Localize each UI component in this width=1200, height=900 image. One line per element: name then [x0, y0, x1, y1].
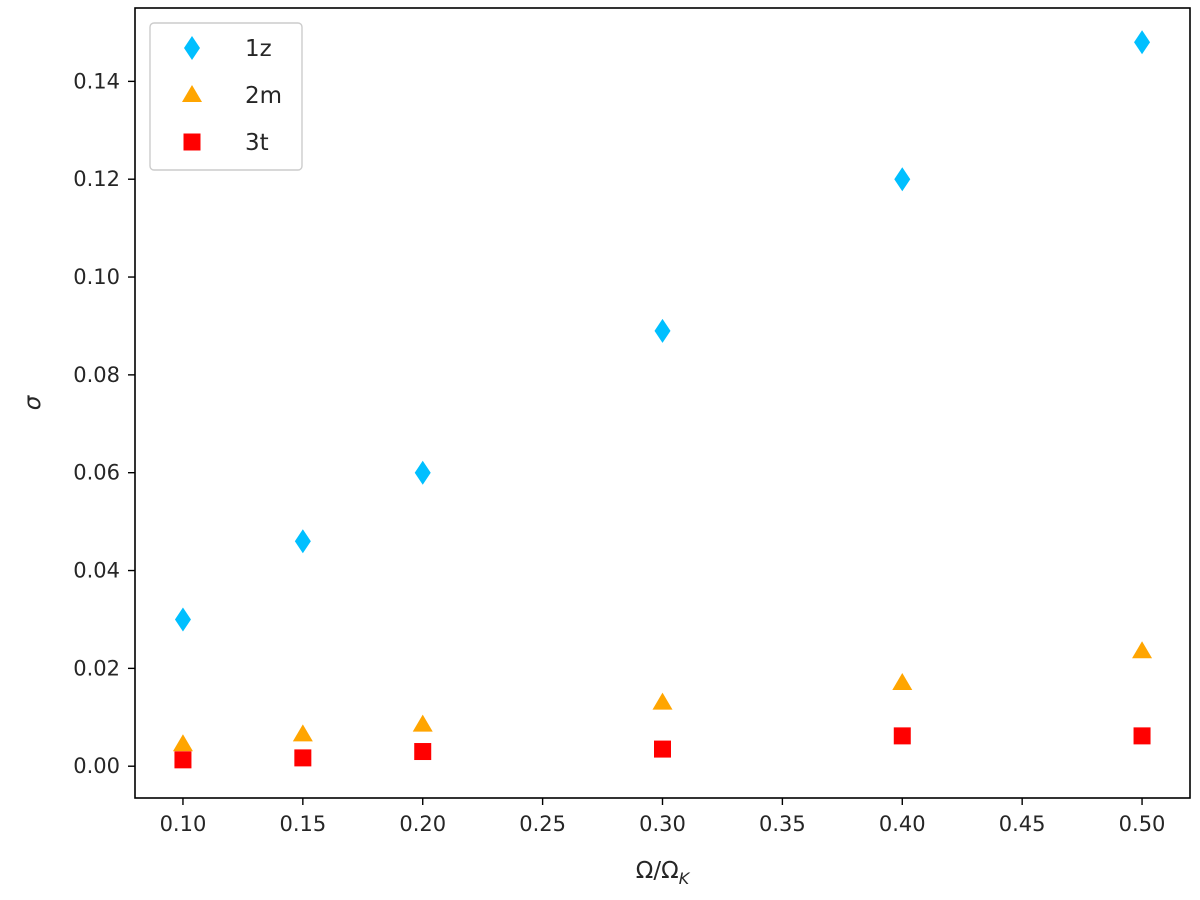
x-tick-label: 0.40	[879, 812, 926, 836]
x-tick-label: 0.30	[639, 812, 686, 836]
y-tick-label: 0.00	[73, 754, 120, 778]
series-3t	[174, 727, 1151, 769]
x-axis-label-main: Ω/Ω	[636, 858, 679, 884]
y-tick-label: 0.10	[73, 265, 120, 289]
data-point-3t-0	[174, 751, 192, 769]
x-tick-label: 0.25	[519, 812, 566, 836]
series-2m	[172, 641, 1153, 752]
legend-label: 3t	[245, 130, 269, 156]
legend-marker-3t	[183, 133, 201, 151]
data-point-3t-1	[294, 749, 312, 767]
x-tick-label: 0.20	[399, 812, 446, 836]
data-point-2m-1	[292, 724, 313, 742]
x-axis-label: Ω/ΩK	[636, 858, 691, 888]
legend-entry-3t: 3t	[183, 130, 269, 156]
legend-entry-2m: 2m	[182, 83, 282, 109]
data-point-1z-0	[174, 607, 191, 632]
x-tick-label: 0.45	[999, 812, 1046, 836]
data-point-2m-4	[892, 673, 913, 691]
data-point-3t-2	[414, 743, 432, 761]
data-point-2m-3	[652, 692, 673, 710]
data-point-1z-1	[294, 529, 311, 554]
legend-label: 2m	[245, 83, 282, 109]
y-tick-label: 0.12	[73, 167, 120, 191]
x-axis-label-subscript: K	[679, 869, 691, 888]
legend-marker-1z	[184, 36, 200, 60]
legend-entry-1z: 1z	[184, 36, 272, 62]
series-1z	[174, 30, 1151, 632]
data-point-3t-3	[654, 740, 671, 758]
x-tick-label: 0.35	[759, 812, 806, 836]
data-point-2m-0	[172, 734, 193, 752]
y-tick-label: 0.04	[73, 559, 120, 583]
data-point-2m-2	[412, 714, 433, 732]
plot-area	[172, 30, 1153, 769]
y-axis-label: σ	[20, 394, 46, 410]
y-tick-label: 0.14	[73, 69, 120, 93]
data-point-1z-3	[654, 318, 671, 343]
y-tick-label: 0.06	[73, 461, 120, 485]
data-point-1z-2	[414, 460, 431, 485]
data-point-1z-4	[894, 167, 911, 192]
legend: 1z 2m 3t	[149, 22, 303, 171]
data-point-3t-4	[893, 727, 911, 745]
axes: 0.10 0.15 0.20 0.25 0.30 0.35 0.40 0.45 0.50 0.00…	[20, 7, 1191, 888]
legend-box	[149, 22, 303, 171]
data-point-2m-5	[1132, 641, 1153, 659]
data-point-1z-5	[1134, 30, 1151, 55]
x-tick-label: 0.50	[1119, 812, 1166, 836]
y-tick-label: 0.08	[73, 363, 120, 387]
x-tick-label: 0.15	[279, 812, 326, 836]
legend-label: 1z	[245, 36, 272, 62]
data-point-3t-5	[1133, 727, 1151, 745]
y-tick-label: 0.02	[73, 656, 120, 680]
x-tick-label: 0.10	[160, 812, 207, 836]
legend-marker-2m	[182, 85, 202, 102]
